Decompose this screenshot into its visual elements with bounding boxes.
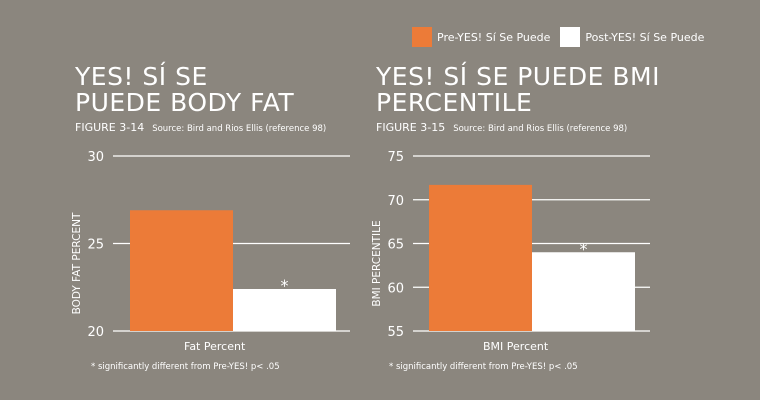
legend: Pre-YES! Sí Se Puede Post-YES! Sí Se Pue… — [412, 27, 714, 47]
legend-swatch-pre — [412, 27, 432, 47]
footnote: * significantly different from Pre-YES! … — [389, 362, 578, 372]
y-tick-label: 75 — [387, 150, 404, 165]
chart-title-block-1: YES! SÍ SE PUEDE BODY FAT FIGURE 3-14 Sou… — [75, 62, 395, 135]
y-tick-label: 25 — [87, 238, 104, 253]
y-axis-label: BODY FAT PERCENT — [71, 212, 83, 314]
x-axis-label: BMI Percent — [483, 340, 549, 353]
y-tick-label: 55 — [387, 325, 404, 340]
footnote: * significantly different from Pre-YES! … — [91, 362, 280, 372]
chart-title-block-2: YES! SÍ SE PUEDE BMI PERCENTILE FIGURE 3… — [376, 62, 696, 135]
bar-pre — [130, 210, 233, 331]
legend-label-pre: Pre-YES! Sí Se Puede — [437, 30, 551, 44]
y-tick-label: 60 — [387, 281, 404, 296]
source: Source: Bird and Rios Ellis (reference 9… — [152, 124, 327, 134]
figure-number: FIGURE 3-15 — [376, 121, 446, 134]
y-tick-label: 30 — [87, 150, 104, 165]
x-axis-label: Fat Percent — [184, 340, 246, 353]
bar-pre — [429, 184, 532, 331]
y-tick-label: 65 — [387, 238, 404, 253]
y-tick-label: 70 — [387, 194, 404, 209]
figure-number: FIGURE 3-14 — [75, 121, 145, 134]
bar-post — [233, 289, 336, 331]
chart-title: YES! SÍ SE PUEDE BODY FAT — [75, 62, 295, 117]
chart-title: YES! SÍ SE PUEDE BMI PERCENTILE — [376, 62, 660, 117]
significance-marker: * — [580, 239, 588, 258]
legend-label-post: Post-YES! Sí Se Puede — [585, 30, 705, 44]
y-axis-label: BMI PERCENTILE — [371, 220, 383, 306]
bar-post — [532, 252, 635, 331]
legend-swatch-post — [560, 27, 581, 47]
source: Source: Bird and Rios Ellis (reference 9… — [453, 124, 628, 134]
significance-marker: * — [281, 276, 289, 295]
y-tick-label: 20 — [87, 325, 104, 340]
